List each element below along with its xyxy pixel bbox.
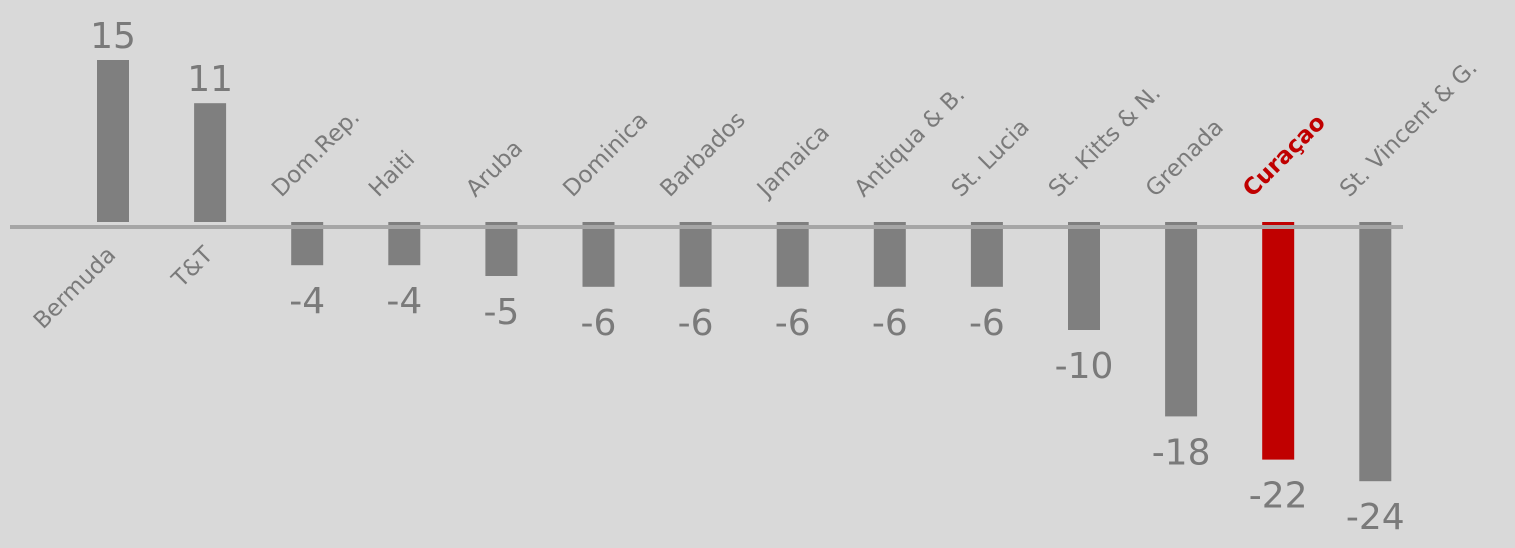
bar-st-kitts-and-n <box>1068 222 1100 330</box>
value-label-grenada: -18 <box>1152 432 1211 473</box>
category-label-grenada: Grenada <box>1141 114 1229 202</box>
bar-jamaica <box>776 222 809 287</box>
value-label-dominica: -6 <box>581 303 617 344</box>
bar-curacao <box>1262 222 1295 460</box>
bar-st-vincent-and-g <box>1359 222 1392 482</box>
bar-dom-rep <box>291 222 324 266</box>
category-label-st-vincent-and-g: St. Vincent & G. <box>1335 55 1482 202</box>
category-label-dominica: Dominica <box>558 107 653 202</box>
value-label-st-kitts-and-n: -10 <box>1055 346 1114 387</box>
value-label-tandt: 11 <box>187 59 233 100</box>
category-label-curacao: Curaçao <box>1238 110 1331 203</box>
value-label-haiti: -4 <box>386 281 422 322</box>
bar-aruba <box>485 222 518 276</box>
bar-dominica <box>582 222 615 287</box>
category-label-jamaica: Jamaica <box>751 120 835 204</box>
category-label-st-lucia: St. Lucia <box>947 114 1035 202</box>
value-label-st-lucia: -6 <box>969 303 1005 344</box>
value-label-barbados: -6 <box>678 303 714 344</box>
category-label-dom-rep: Dom.Rep. <box>267 104 365 202</box>
category-label-bermuda: Bermuda <box>29 242 121 334</box>
category-label-haiti: Haiti <box>364 146 420 202</box>
category-label-tandt: T&T <box>167 241 219 293</box>
bar-bermuda <box>97 60 129 222</box>
value-label-dom-rep: -4 <box>289 281 325 322</box>
value-labels-group: 15 11 -4 -4 -5 -6 -6 -6 -6 -6 -10 -18 -22 -24 <box>90 16 1405 538</box>
bar-barbados <box>679 222 712 287</box>
value-label-jamaica: -6 <box>775 303 811 344</box>
category-label-aruba: Aruba <box>461 135 528 202</box>
value-label-aruba: -5 <box>483 292 519 333</box>
value-label-curacao: -22 <box>1249 476 1308 517</box>
value-label-antiqua-and-b: -6 <box>872 303 908 344</box>
bar-grenada <box>1165 222 1198 417</box>
bar-st-lucia <box>970 222 1003 287</box>
bar-haiti <box>388 222 421 266</box>
value-label-bermuda: 15 <box>90 16 136 57</box>
bar-antiqua-and-b <box>873 222 906 287</box>
category-label-barbados: Barbados <box>655 107 750 202</box>
value-label-st-vincent-and-g: -24 <box>1346 497 1405 538</box>
bar-tandt <box>194 103 227 222</box>
bars-group <box>97 60 1392 482</box>
